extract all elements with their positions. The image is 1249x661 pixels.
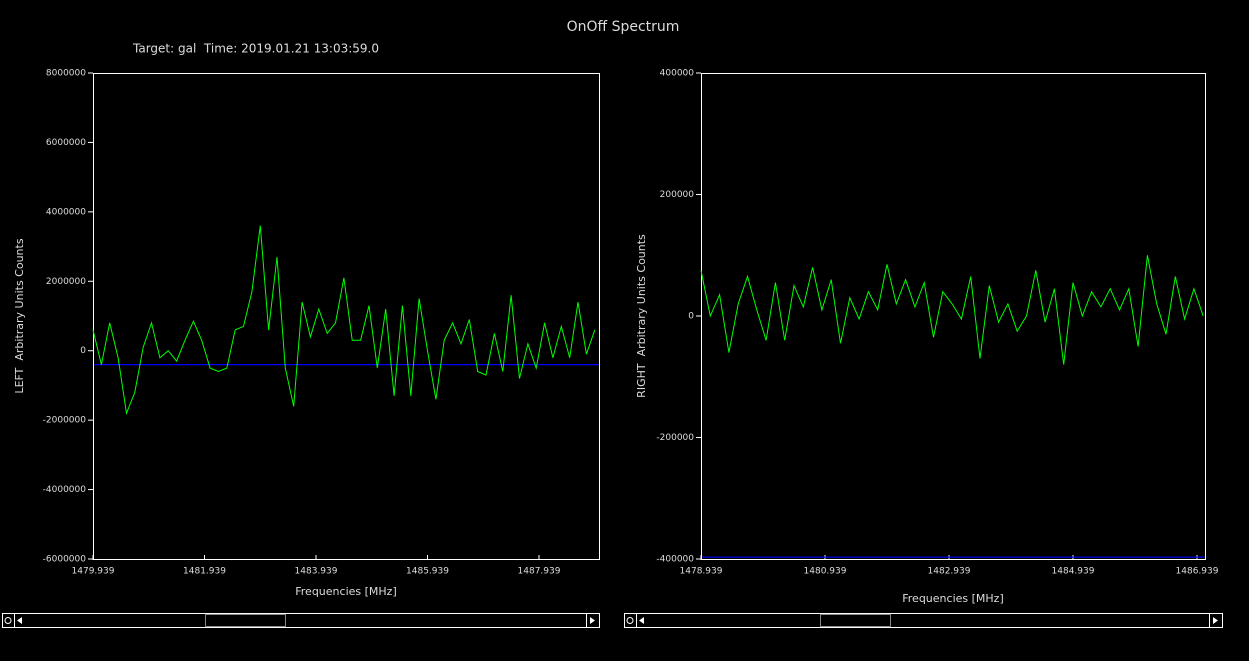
scroll-right[interactable] [1213,617,1218,624]
x-axis-label: Frequencies [MHz] [295,585,397,598]
scroll-icon[interactable] [626,617,634,624]
y-tick-label: -6000000 [43,555,87,565]
plot-frame [701,73,1206,560]
plot: -400000 -200000 0 200000 400000 1478.939 1480.… [635,69,1219,606]
y-tick-label: -2000000 [43,416,87,426]
x-tick-label: 1481.939 [183,567,226,577]
y-axis-label: RIGHT Arbitrary Units Counts [635,234,648,398]
subtitle: Target: gal Time: 2019.01.21 13:03:59.0 [132,42,379,56]
y-tick-label: -4000000 [43,485,87,495]
scroll-track [624,613,1223,628]
x-tick-label: 1480.939 [804,567,847,577]
window-title: OnOff Spectrum [567,19,680,35]
y-tick-label: 8000000 [46,69,86,79]
y-tick-label: -200000 [656,433,694,443]
spectrum-line [92,225,596,416]
plot: -6000000 -4000000 -2000000 0 2000000 4000000 6… [13,69,600,598]
y-tick-label: 0 [80,346,86,356]
y-tick-label: 200000 [660,190,695,200]
y-axis-label: LEFT Arbitrary Units Counts [13,238,26,393]
scrollbar[interactable] [2,613,600,628]
y-tick-label: 400000 [660,69,695,79]
x-tick-label: 1485.939 [406,567,449,577]
y-tick-label: 2000000 [46,277,86,287]
scroll-left[interactable] [639,617,644,624]
x-axis-label: Frequencies [MHz] [902,592,1004,605]
x-tick-label: 1479.939 [72,567,115,577]
scrollbar[interactable] [624,613,1223,628]
x-tick-label: 1486.939 [1176,567,1219,577]
y-tick-label: 6000000 [46,138,86,148]
scroll-track [2,613,600,628]
y-tick-label: -400000 [656,555,694,565]
scroll-thumb[interactable] [820,614,891,627]
spectrum-line [700,255,1204,365]
x-tick-label: 1478.939 [680,567,723,577]
x-tick-label: 1483.939 [295,567,338,577]
scroll-right[interactable] [590,617,595,624]
scroll-thumb[interactable] [205,614,286,627]
scroll-icon[interactable] [4,617,12,624]
x-tick-label: 1487.939 [518,567,561,577]
x-tick-label: 1482.939 [928,567,971,577]
scroll-left[interactable] [17,617,22,624]
x-tick-label: 1484.939 [1052,567,1095,577]
y-tick-label: 4000000 [46,207,86,217]
plot-frame [93,73,600,560]
y-tick-label: 0 [688,312,694,322]
